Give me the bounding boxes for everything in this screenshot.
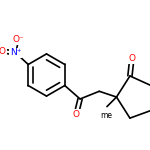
Text: O: O (128, 54, 135, 63)
Text: O: O (0, 46, 6, 56)
Text: N⁺: N⁺ (10, 48, 22, 57)
Text: O⁻: O⁻ (13, 35, 25, 44)
Text: O: O (73, 110, 80, 119)
Text: me: me (100, 111, 112, 120)
